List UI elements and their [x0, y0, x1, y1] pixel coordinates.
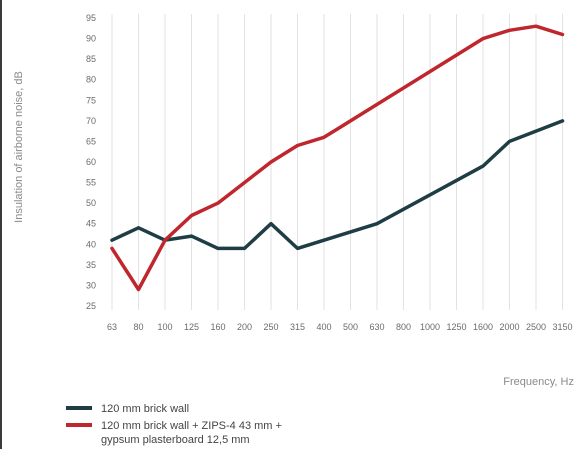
page-left-border: [0, 0, 2, 449]
y-axis-title: Insulation of airborne noise, dB: [13, 71, 25, 223]
x-tick-1250: 1250: [446, 322, 466, 332]
x-tick-250: 250: [263, 322, 278, 332]
x-tick-100: 100: [157, 322, 172, 332]
x-tick-500: 500: [343, 322, 358, 332]
series-line-1: [110, 119, 565, 251]
legend-entry-series-2-line-1: 120 mm brick wall + ZIPS-4 43 mm +: [101, 420, 282, 432]
plot-area: [100, 14, 570, 310]
x-tick-200: 200: [237, 322, 252, 332]
y-tick-65: 65: [86, 136, 96, 146]
x-tick-125: 125: [184, 322, 199, 332]
y-tick-40: 40: [86, 239, 96, 249]
y-tick-55: 55: [86, 178, 96, 188]
x-tick-630: 630: [369, 322, 384, 332]
y-tick-95: 95: [86, 13, 96, 23]
series-lines: [110, 24, 565, 292]
y-tick-90: 90: [86, 34, 96, 44]
legend-entry-series-2-line-2: gypsum plasterboard 12,5 mm: [101, 434, 250, 446]
x-tick-63: 63: [107, 322, 117, 332]
x-tick-800: 800: [396, 322, 411, 332]
x-tick-400: 400: [316, 322, 331, 332]
y-tick-25: 25: [86, 301, 96, 311]
y-tick-80: 80: [86, 75, 96, 85]
x-tick-315: 315: [290, 322, 305, 332]
x-axis-title: Frequency, Hz: [503, 376, 574, 388]
legend-entry-series-1: 120 mm brick wall: [101, 403, 189, 415]
x-tick-80: 80: [133, 322, 143, 332]
x-tick-labels: 63 80 100 125 160 200 250 315 400 500 630 800 1000 12…: [107, 322, 573, 332]
x-tick-1600: 1600: [473, 322, 493, 332]
y-tick-30: 30: [86, 280, 96, 290]
y-tick-35: 35: [86, 260, 96, 270]
y-tick-45: 45: [86, 219, 96, 229]
y-tick-labels: 25 30 35 40 45 50 55 60 65 70 75 80 85 90 95: [86, 13, 96, 311]
x-tick-2000: 2000: [499, 322, 519, 332]
y-tick-60: 60: [86, 157, 96, 167]
vertical-gridlines: [111, 14, 563, 310]
x-tick-2500: 2500: [526, 322, 546, 332]
x-tick-160: 160: [210, 322, 225, 332]
series-line-2: [110, 24, 565, 292]
legend: 120 mm brick wall 120 mm brick wall + ZI…: [66, 403, 282, 446]
x-tick-3150: 3150: [552, 322, 572, 332]
x-tick-1000: 1000: [420, 322, 440, 332]
y-tick-75: 75: [86, 95, 96, 105]
y-tick-50: 50: [86, 198, 96, 208]
y-tick-85: 85: [86, 54, 96, 64]
y-tick-70: 70: [86, 116, 96, 126]
